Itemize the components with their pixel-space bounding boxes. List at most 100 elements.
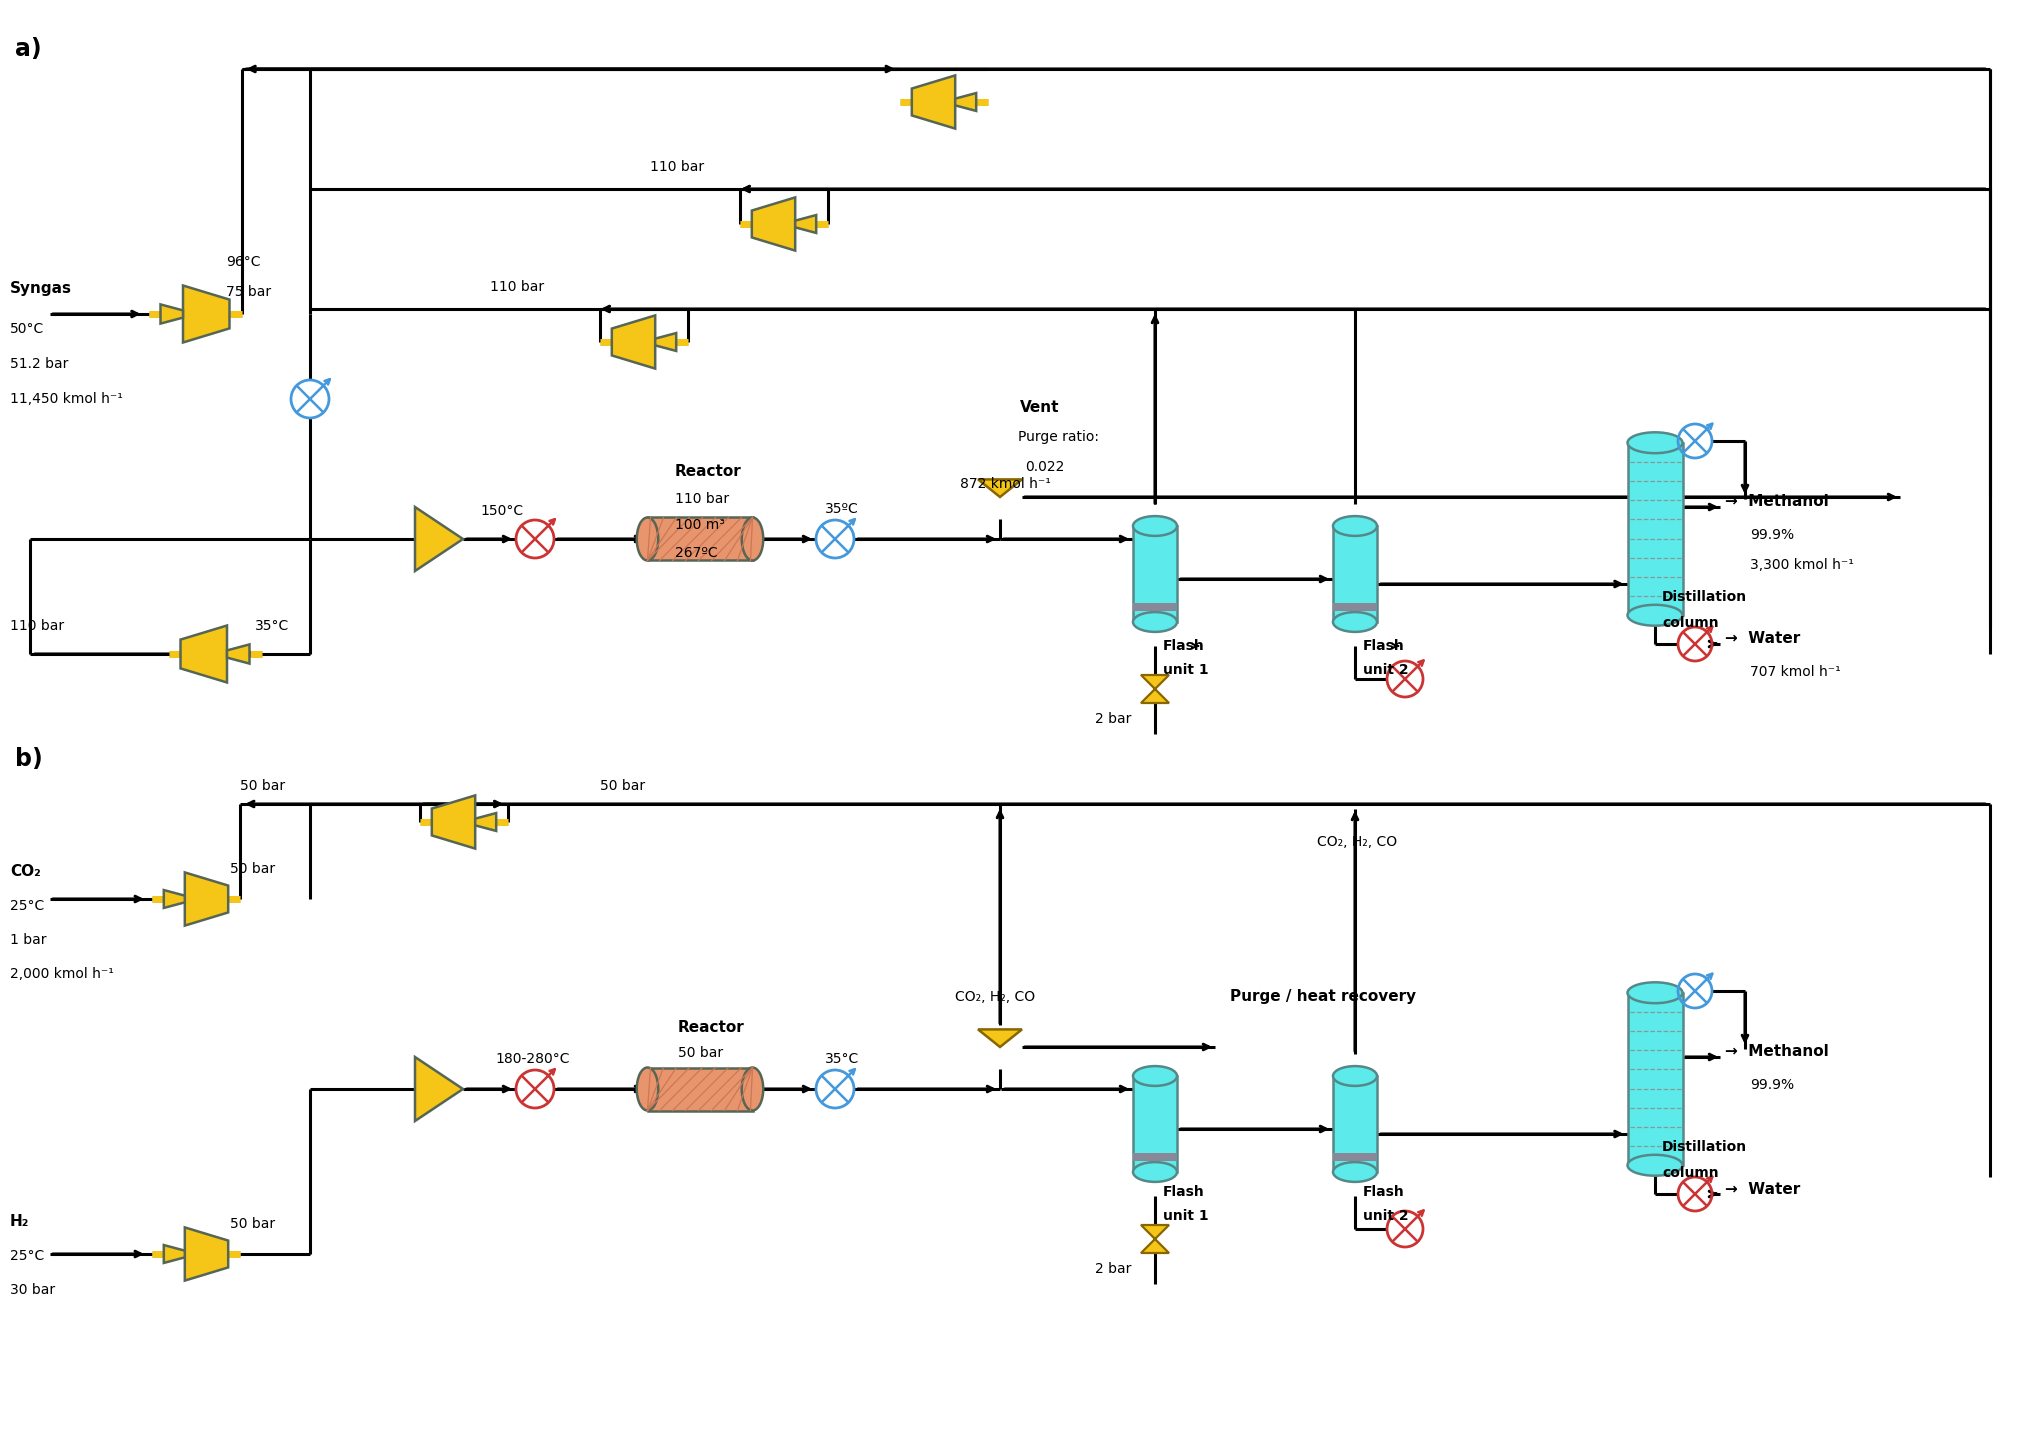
Bar bbox=[1134, 526, 1177, 622]
Text: 50 bar: 50 bar bbox=[599, 778, 646, 793]
Ellipse shape bbox=[1134, 1066, 1177, 1086]
Text: Purge / heat recovery: Purge / heat recovery bbox=[1229, 989, 1415, 1005]
Text: CO₂, H₂, CO: CO₂, H₂, CO bbox=[1316, 835, 1397, 849]
Text: CO₂: CO₂ bbox=[10, 865, 40, 879]
Ellipse shape bbox=[1134, 1162, 1177, 1181]
Text: 707 kmol h⁻¹: 707 kmol h⁻¹ bbox=[1750, 666, 1841, 679]
Bar bbox=[1134, 602, 1177, 611]
Text: 99.9%: 99.9% bbox=[1750, 1079, 1794, 1092]
Text: CO₂, H₂, CO: CO₂, H₂, CO bbox=[956, 991, 1035, 1004]
Bar bbox=[1332, 1076, 1377, 1173]
Polygon shape bbox=[431, 796, 476, 849]
Polygon shape bbox=[415, 1057, 464, 1121]
Ellipse shape bbox=[741, 517, 763, 560]
Text: Reactor: Reactor bbox=[678, 1019, 745, 1034]
Bar bbox=[1628, 443, 1683, 615]
Polygon shape bbox=[160, 305, 182, 323]
Text: 50 bar: 50 bar bbox=[231, 1217, 275, 1230]
Polygon shape bbox=[956, 92, 976, 111]
Text: Flash: Flash bbox=[1162, 640, 1205, 653]
Polygon shape bbox=[184, 1227, 229, 1281]
Text: 35ºC: 35ºC bbox=[824, 503, 859, 516]
Ellipse shape bbox=[1332, 516, 1377, 536]
Bar bbox=[1332, 526, 1377, 622]
Text: Distillation: Distillation bbox=[1663, 1139, 1748, 1154]
Text: b): b) bbox=[14, 747, 43, 771]
Polygon shape bbox=[180, 625, 227, 683]
Ellipse shape bbox=[636, 517, 658, 560]
Text: 110 bar: 110 bar bbox=[650, 160, 705, 173]
Ellipse shape bbox=[1628, 432, 1683, 453]
Polygon shape bbox=[182, 286, 229, 342]
Text: 872 kmol h⁻¹: 872 kmol h⁻¹ bbox=[960, 477, 1051, 491]
Text: 50 bar: 50 bar bbox=[241, 778, 286, 793]
Text: 99.9%: 99.9% bbox=[1750, 529, 1794, 542]
Bar bbox=[1332, 1152, 1377, 1161]
Text: 267ºC: 267ºC bbox=[674, 546, 717, 560]
Polygon shape bbox=[656, 334, 676, 351]
Text: →  Water: → Water bbox=[1725, 631, 1800, 647]
Ellipse shape bbox=[1628, 1155, 1683, 1175]
Bar bbox=[1332, 602, 1377, 611]
Polygon shape bbox=[978, 479, 1023, 497]
Text: H₂: H₂ bbox=[10, 1214, 30, 1229]
Text: 2 bar: 2 bar bbox=[1096, 712, 1132, 726]
Text: a): a) bbox=[14, 38, 43, 61]
Ellipse shape bbox=[1332, 612, 1377, 632]
Text: 96°C: 96°C bbox=[227, 256, 261, 269]
Text: 50 bar: 50 bar bbox=[678, 1045, 723, 1060]
Text: 2 bar: 2 bar bbox=[1096, 1262, 1132, 1276]
Text: 100 m³: 100 m³ bbox=[674, 518, 725, 531]
Text: →  Water: → Water bbox=[1725, 1181, 1800, 1197]
Text: 1 bar: 1 bar bbox=[10, 933, 47, 947]
Text: 50°C: 50°C bbox=[10, 322, 45, 336]
Text: 35°C: 35°C bbox=[255, 619, 290, 632]
Text: 25°C: 25°C bbox=[10, 900, 45, 913]
Text: 110 bar: 110 bar bbox=[674, 492, 729, 505]
Text: column: column bbox=[1663, 617, 1719, 630]
Bar bbox=[648, 1067, 753, 1110]
Ellipse shape bbox=[636, 1067, 658, 1110]
Text: unit 1: unit 1 bbox=[1162, 1209, 1209, 1223]
Text: 51.2 bar: 51.2 bar bbox=[10, 357, 69, 371]
Polygon shape bbox=[415, 507, 464, 570]
Text: 3,300 kmol h⁻¹: 3,300 kmol h⁻¹ bbox=[1750, 557, 1853, 572]
Bar bbox=[648, 517, 753, 560]
Ellipse shape bbox=[1332, 1066, 1377, 1086]
Text: 30 bar: 30 bar bbox=[10, 1284, 55, 1297]
Text: column: column bbox=[1663, 1165, 1719, 1180]
Polygon shape bbox=[796, 215, 816, 232]
Text: Flash: Flash bbox=[1363, 1186, 1405, 1199]
Text: 35°C: 35°C bbox=[824, 1053, 859, 1066]
Ellipse shape bbox=[1628, 605, 1683, 625]
Polygon shape bbox=[164, 890, 184, 908]
Ellipse shape bbox=[1628, 982, 1683, 1004]
Polygon shape bbox=[476, 813, 496, 830]
Text: 0.022: 0.022 bbox=[1025, 461, 1065, 474]
Text: Vent: Vent bbox=[1021, 400, 1059, 414]
Text: 25°C: 25°C bbox=[10, 1249, 45, 1264]
Text: →  Methanol: → Methanol bbox=[1725, 494, 1829, 510]
Polygon shape bbox=[184, 872, 229, 926]
Text: Distillation: Distillation bbox=[1663, 591, 1748, 604]
Text: unit 1: unit 1 bbox=[1162, 663, 1209, 677]
Polygon shape bbox=[612, 315, 656, 368]
Ellipse shape bbox=[1332, 1162, 1377, 1181]
Bar bbox=[1134, 1152, 1177, 1161]
Polygon shape bbox=[1140, 674, 1168, 703]
Text: 180-280°C: 180-280°C bbox=[494, 1053, 569, 1066]
Polygon shape bbox=[911, 75, 956, 129]
Text: unit 2: unit 2 bbox=[1363, 1209, 1409, 1223]
Text: Syngas: Syngas bbox=[10, 282, 73, 296]
Text: 75 bar: 75 bar bbox=[227, 284, 271, 299]
Text: 2,000 kmol h⁻¹: 2,000 kmol h⁻¹ bbox=[10, 967, 113, 980]
Text: →  Methanol: → Methanol bbox=[1725, 1044, 1829, 1060]
Polygon shape bbox=[164, 1245, 184, 1264]
Ellipse shape bbox=[1134, 516, 1177, 536]
Text: unit 2: unit 2 bbox=[1363, 663, 1409, 677]
Ellipse shape bbox=[1134, 612, 1177, 632]
Polygon shape bbox=[978, 1030, 1023, 1047]
Text: 110 bar: 110 bar bbox=[490, 280, 545, 295]
Text: 11,450 kmol h⁻¹: 11,450 kmol h⁻¹ bbox=[10, 391, 124, 406]
Polygon shape bbox=[1140, 1225, 1168, 1253]
